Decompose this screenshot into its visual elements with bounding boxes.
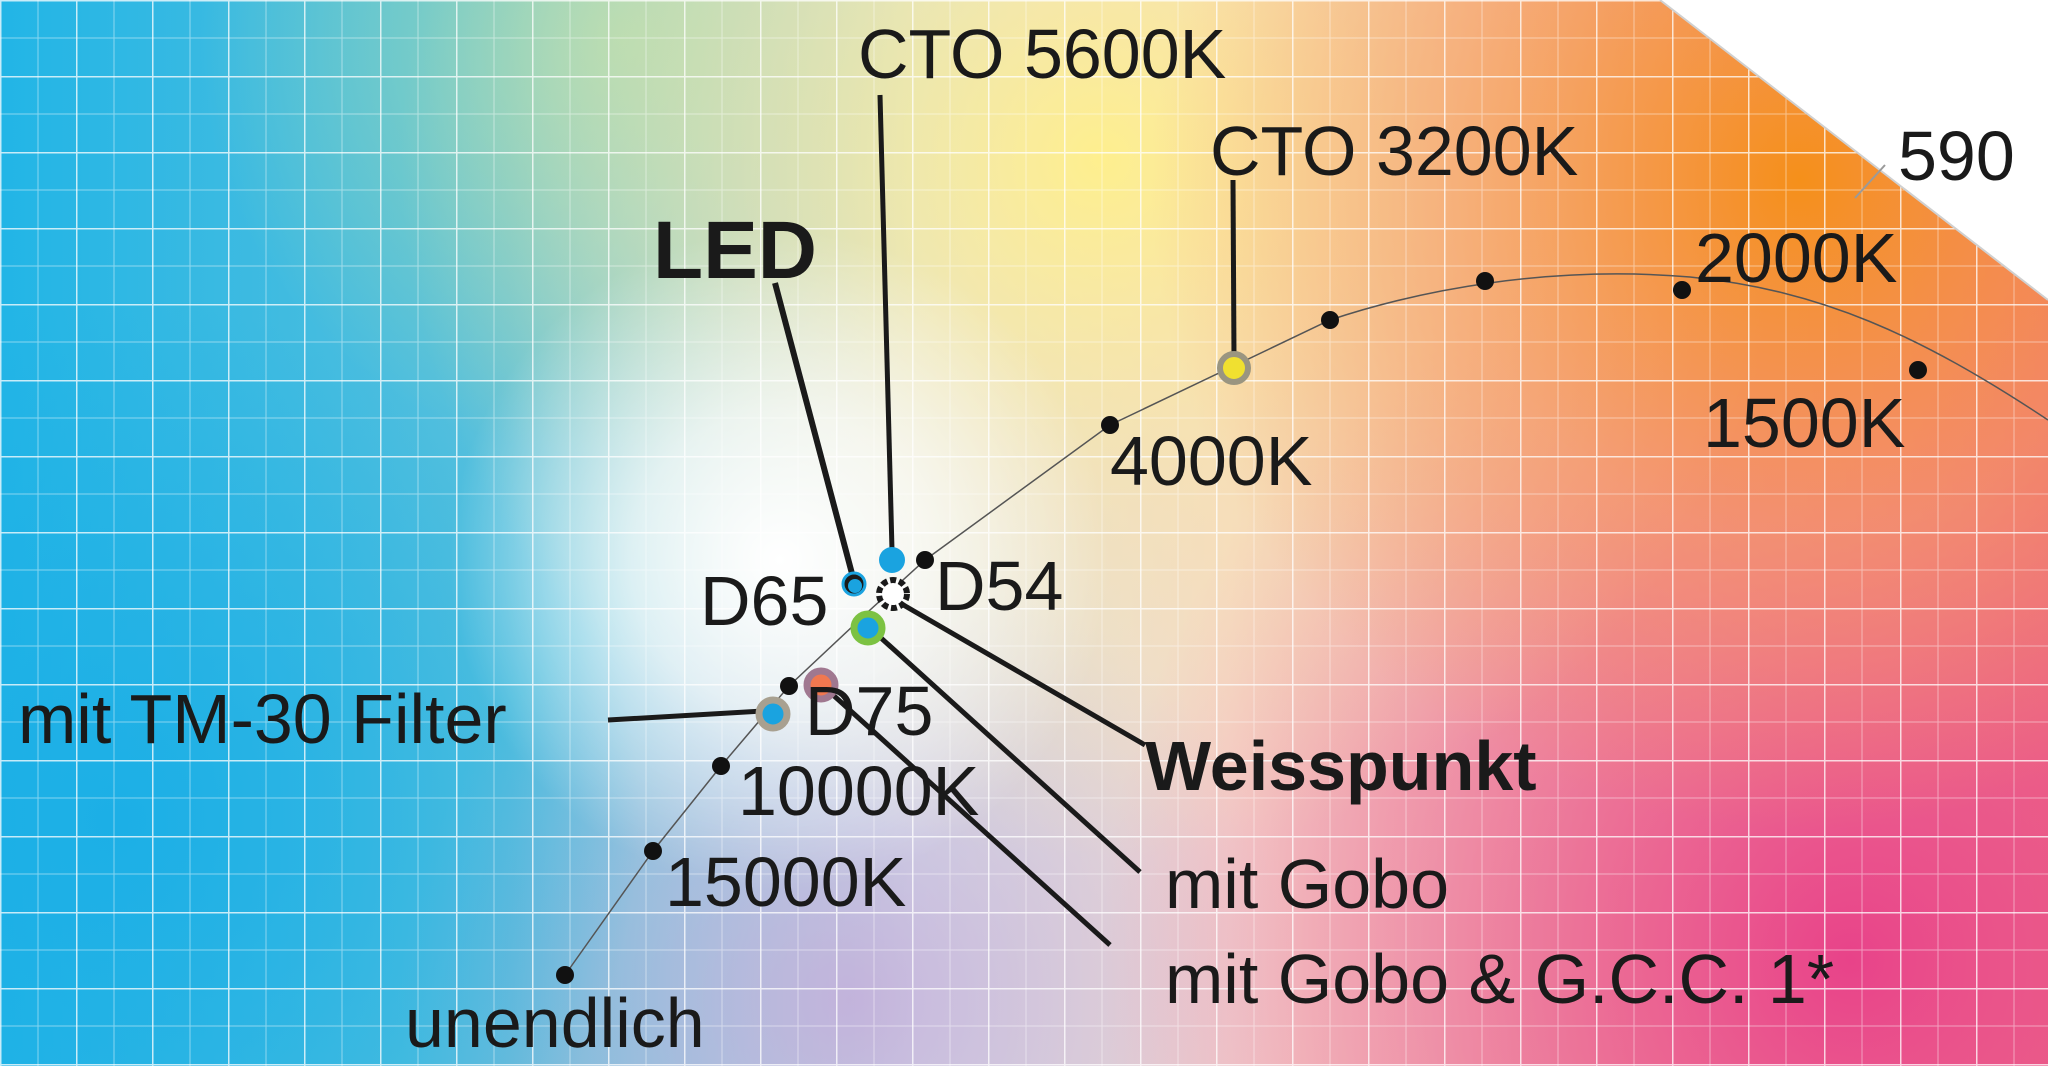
- marker-gobo-gcc: [803, 667, 839, 703]
- label-gobo: mit Gobo: [1165, 845, 1449, 923]
- label-cto-5600: CTO 5600K: [858, 15, 1226, 93]
- point-1500k: [1909, 361, 1927, 379]
- marker-tm30: [755, 696, 791, 732]
- label-cto-3200: CTO 3200K: [1210, 112, 1578, 190]
- label-tm30: mit TM-30 Filter: [18, 680, 507, 758]
- cct-points: [556, 272, 1927, 984]
- leader-gobo-gcc: [820, 683, 1112, 947]
- marker-cto-3200: [1217, 351, 1251, 385]
- marker-led: [848, 579, 862, 593]
- label-d75: D75: [805, 672, 933, 750]
- leader-led: [772, 282, 858, 586]
- label-10000k: 10000K: [738, 752, 979, 830]
- leader-weisspunkt: [898, 600, 1147, 748]
- label-1500k: 1500K: [1703, 384, 1905, 462]
- point-infinite: [556, 966, 574, 984]
- measurement-markers: [755, 351, 1251, 732]
- label-15000k: 15000K: [665, 843, 906, 921]
- label-2000k: 2000K: [1695, 219, 1897, 297]
- point-15000k: [644, 842, 662, 860]
- label-d65: D65: [700, 562, 828, 640]
- spectral-locus-edge: [1659, 0, 2048, 301]
- label-d54: D54: [935, 547, 1063, 625]
- label-led: LED: [653, 205, 817, 296]
- point-3200k-locus: [1321, 311, 1339, 329]
- point-d75: [780, 677, 798, 695]
- leader-cto-3200: [1230, 179, 1237, 359]
- label-4000k: 4000K: [1110, 422, 1312, 500]
- labels: CTO 5600K CTO 3200K 590 2000K LED 1500K …: [18, 15, 2015, 1062]
- label-infinite: unendlich: [405, 984, 705, 1062]
- point-d54: [916, 551, 934, 569]
- marker-gobo: [850, 610, 886, 646]
- point-10000k: [712, 757, 730, 775]
- point-4000k: [1101, 416, 1119, 434]
- leader-gobo: [868, 626, 1142, 874]
- label-gobo-gcc: mit Gobo & G.C.C. 1*: [1165, 940, 1834, 1018]
- point-2000k: [1673, 281, 1691, 299]
- marker-cto-5600: [879, 547, 905, 573]
- leader-tm30: [607, 708, 765, 723]
- label-590: 590: [1898, 117, 2015, 195]
- marker-weisspunkt: [876, 577, 910, 611]
- label-weisspunkt: Weisspunkt: [1145, 727, 1537, 805]
- leader-cto-5600: [877, 94, 895, 551]
- wavelength-590-tick: [1854, 164, 1886, 199]
- leader-lines: [607, 94, 1237, 947]
- point-2500k: [1476, 272, 1494, 290]
